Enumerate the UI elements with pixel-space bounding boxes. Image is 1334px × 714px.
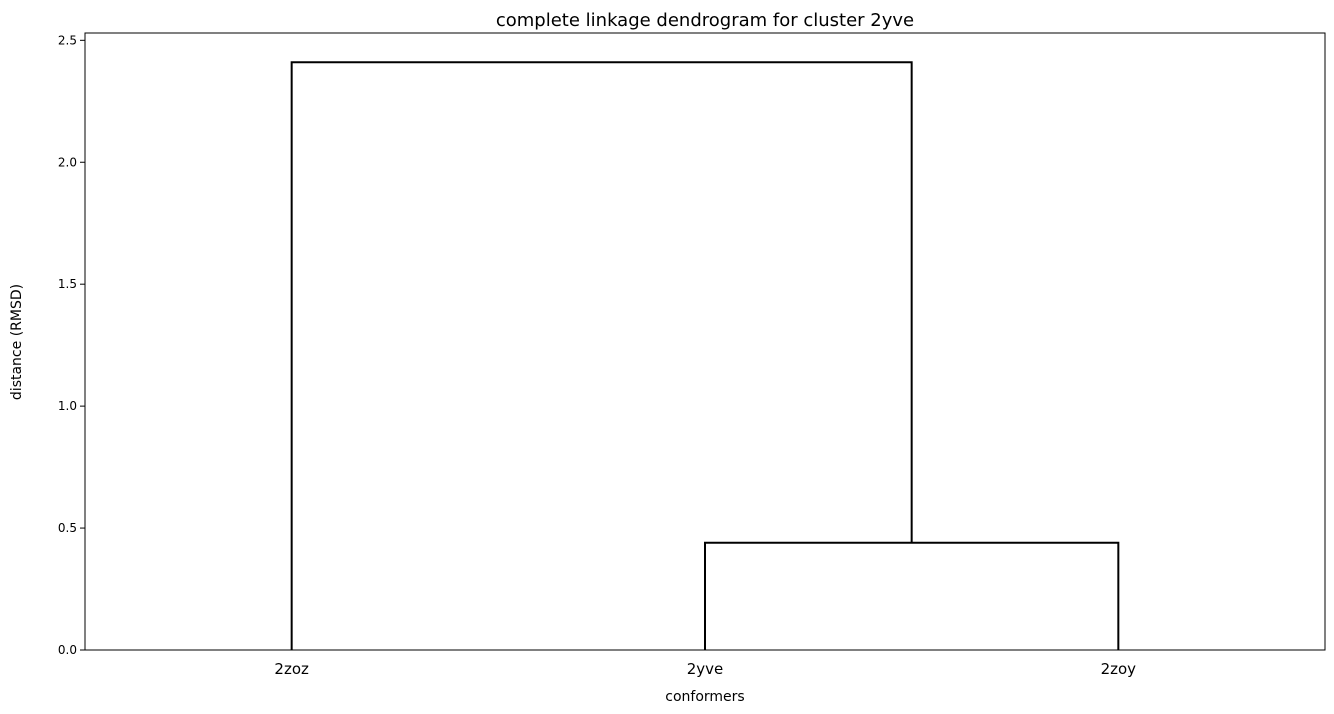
y-tick-label: 0.0 bbox=[58, 643, 77, 657]
x-axis-label: conformers bbox=[665, 689, 744, 705]
y-tick-label: 2.0 bbox=[58, 155, 77, 169]
leaf-label: 2zoz bbox=[274, 660, 309, 678]
y-tick-label: 2.5 bbox=[58, 33, 77, 47]
leaf-label: 2yve bbox=[687, 660, 724, 678]
dendrogram-link bbox=[704, 541, 1120, 650]
dendrogram-links bbox=[290, 61, 1120, 650]
y-tick-label: 0.5 bbox=[58, 521, 77, 535]
y-tick-label: 1.5 bbox=[58, 277, 77, 291]
x-axis: 2zoz 2yve 2zoy bbox=[274, 660, 1136, 678]
leaf-label: 2zoy bbox=[1101, 660, 1137, 678]
dendrogram-link bbox=[290, 61, 913, 650]
y-axis: 0.0 0.5 1.0 1.5 2.0 2.5 bbox=[58, 33, 85, 657]
chart-title: complete linkage dendrogram for cluster … bbox=[496, 10, 914, 31]
y-tick-label: 1.0 bbox=[58, 399, 77, 413]
y-axis-label: distance (RMSD) bbox=[9, 284, 25, 400]
